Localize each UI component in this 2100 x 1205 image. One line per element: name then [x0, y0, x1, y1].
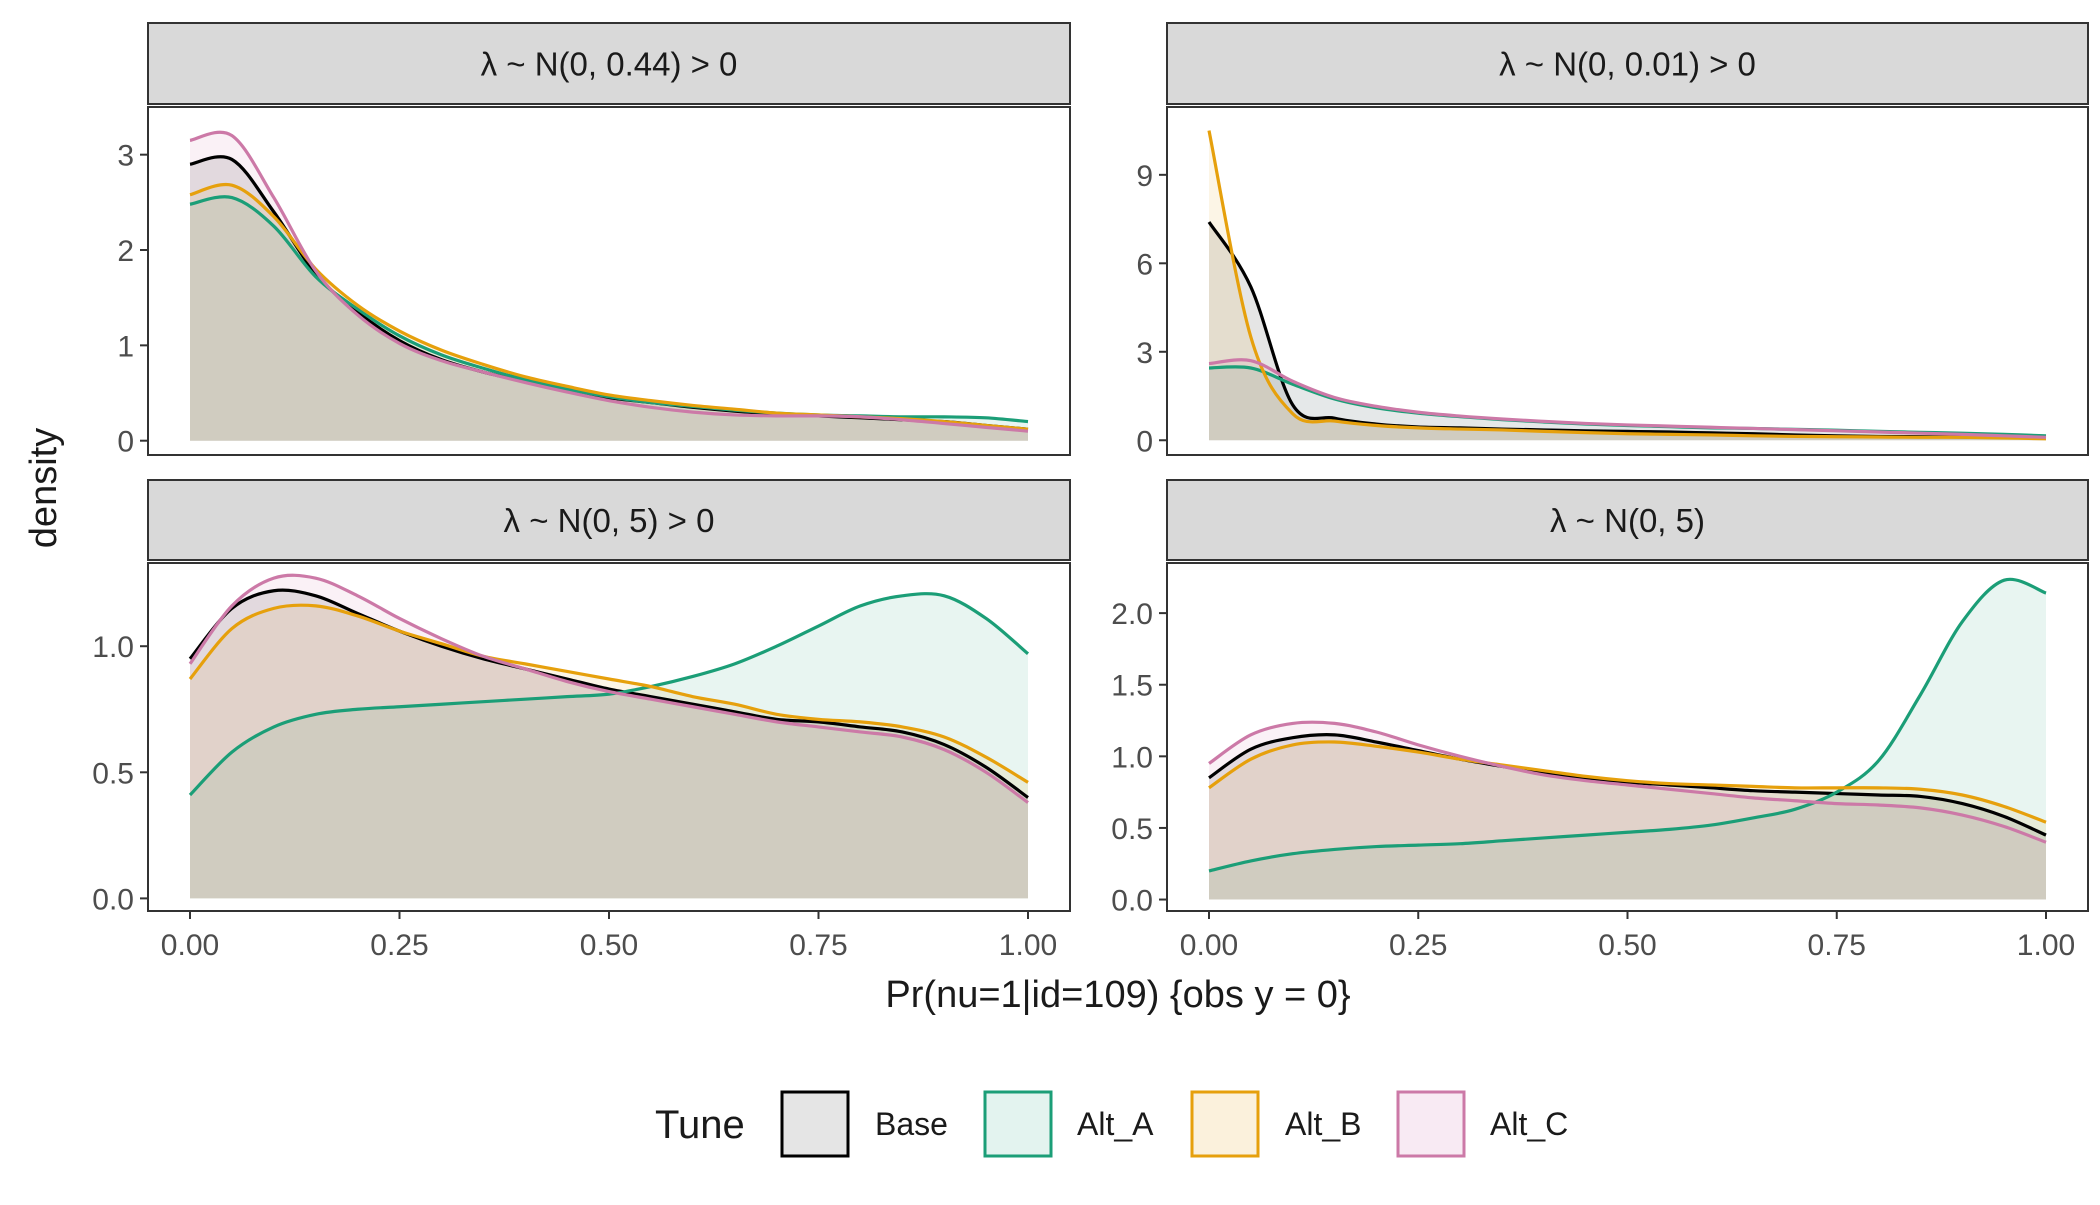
density-area-alt_b — [1209, 741, 2046, 900]
y-tick-label: 0 — [1136, 425, 1153, 458]
x-tick-label: 0.25 — [370, 929, 428, 962]
y-axis-title: density — [23, 428, 65, 548]
facet-title: λ ~ N(0, 5) > 0 — [504, 502, 715, 539]
density-line-base — [188, 588, 1029, 799]
y-tick-label: 1.5 — [1111, 670, 1153, 703]
legend-label-base: Base — [875, 1106, 948, 1142]
y-tick-label: 0.0 — [92, 883, 134, 916]
density-area-alt_b — [190, 184, 1028, 441]
x-tick-label: 0.75 — [789, 929, 847, 962]
y-tick-label: 3 — [1136, 337, 1153, 370]
y-tick-label: 1.0 — [92, 631, 134, 664]
x-tick-label: 0.00 — [161, 929, 219, 962]
density-area-alt_b — [190, 605, 1028, 899]
legend-key-alt_b — [1190, 1090, 1260, 1158]
density-line-alt_c — [189, 130, 1029, 433]
y-tick-label: 0.5 — [92, 757, 134, 790]
plot-background — [1167, 563, 2088, 911]
density-area-base — [1209, 222, 2046, 441]
facet-title: λ ~ N(0, 5) — [1550, 502, 1705, 539]
x-tick-label: 0.25 — [1389, 929, 1447, 962]
facet-strip — [1166, 479, 2089, 561]
plot-background — [1167, 107, 2088, 455]
y-tick-label: 0.0 — [1111, 885, 1153, 918]
y-tick-label: 1.0 — [1111, 741, 1153, 774]
density-line-alt_b — [1208, 740, 2047, 824]
density-area-alt_c — [190, 132, 1028, 441]
density-area-alt_c — [1209, 359, 2046, 441]
density-area-alt_a — [190, 196, 1028, 441]
density-line-alt_a — [1208, 577, 2047, 873]
x-tick-label: 1.00 — [999, 929, 1057, 962]
density-line-alt_b — [188, 603, 1029, 784]
legend-label-alt_c: Alt_C — [1490, 1106, 1568, 1142]
x-tick-label: 0.75 — [1808, 929, 1866, 962]
y-tick-label: 3 — [117, 140, 134, 173]
density-line-alt_c — [1208, 720, 2047, 844]
y-tick-label: 1 — [117, 330, 134, 363]
legend-key-alt_a — [983, 1090, 1053, 1158]
x-axis-title: Pr(nu=1|id=109) {obs y = 0} — [885, 974, 1350, 1016]
facet-strip — [1166, 22, 2089, 105]
plot-background — [148, 563, 1070, 911]
density-area-alt_c — [190, 575, 1028, 899]
legend-key-alt_c — [1396, 1090, 1466, 1158]
x-tick-label: 1.00 — [2017, 929, 2075, 962]
plot-border — [147, 106, 1071, 456]
facet-strip — [147, 479, 1071, 561]
facet-panel: λ ~ N(0, 0.44) > 0 0 1 2 3 — [117, 22, 1071, 459]
plot-border — [1166, 106, 2089, 456]
facet-panel: λ ~ N(0, 5) > 0 0.0 0.5 1.0 0.00 0.25 0.50 0.75… — [92, 479, 1071, 962]
legend-title: Tune — [655, 1103, 745, 1147]
y-tick-label: 9 — [1136, 160, 1153, 193]
x-tick-label: 0.00 — [1180, 929, 1238, 962]
density-area-alt_a — [1209, 366, 2046, 441]
x-tick-label: 0.50 — [1598, 929, 1656, 962]
density-area-alt_c — [1209, 722, 2046, 900]
density-area-alt_a — [1209, 579, 2046, 900]
y-tick-label: 2.0 — [1111, 598, 1153, 631]
density-line-alt_c — [1208, 358, 2047, 439]
density-line-alt_b — [1207, 130, 2047, 441]
y-tick-label: 6 — [1136, 248, 1153, 281]
facet-title: λ ~ N(0, 0.01) > 0 — [1499, 46, 1756, 83]
facet-strip — [147, 22, 1071, 105]
facet-panel: λ ~ N(0, 5) 0.0 0.5 1.0 1.5 2.0 0.00 0.25 0.50 0.… — [1111, 479, 2089, 962]
y-tick-label: 2 — [117, 235, 134, 268]
y-tick-label: 0 — [117, 426, 134, 459]
legend: Tune Base Alt_A Alt_B Alt_C — [655, 1090, 1568, 1158]
legend-key-base — [780, 1090, 850, 1158]
facet-panel: λ ~ N(0, 0.01) > 0 0 3 6 9 — [1136, 22, 2089, 458]
legend-label-alt_a: Alt_A — [1077, 1106, 1154, 1142]
density-area-base — [190, 590, 1028, 899]
density-area-base — [1209, 734, 2046, 900]
y-tick-label: 0.5 — [1111, 813, 1153, 846]
x-tick-label: 0.50 — [580, 929, 638, 962]
density-area-base — [190, 156, 1028, 441]
legend-label-alt_b: Alt_B — [1285, 1106, 1361, 1142]
facet-title: λ ~ N(0, 0.44) > 0 — [481, 46, 738, 83]
density-area-alt_a — [190, 593, 1028, 899]
density-line-alt_c — [188, 573, 1029, 804]
density-line-alt_a — [188, 592, 1030, 797]
